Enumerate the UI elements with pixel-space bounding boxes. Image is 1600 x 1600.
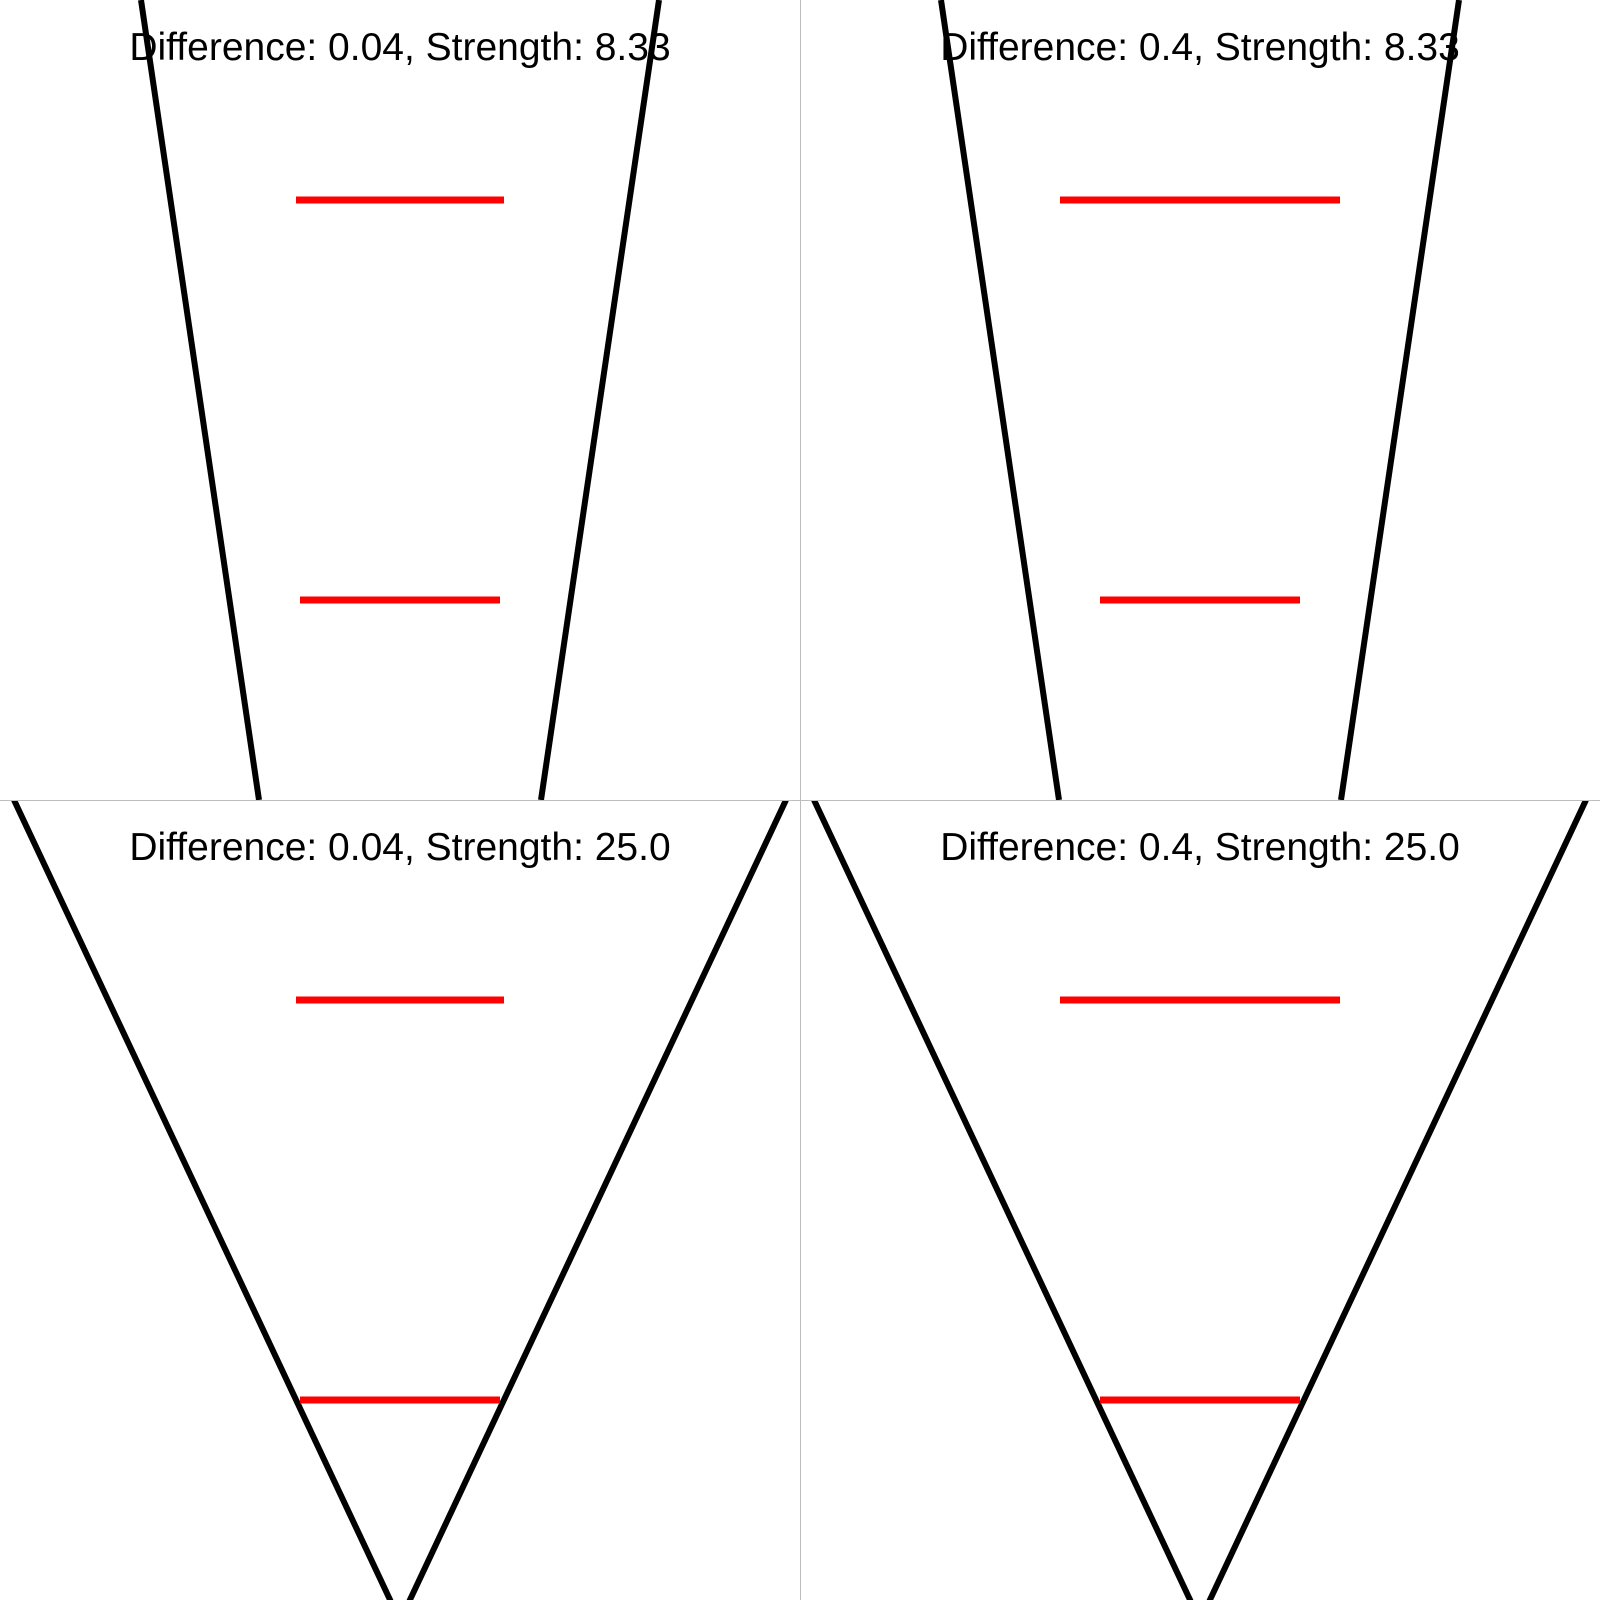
right-boundary-line (406, 800, 789, 1600)
panel-figure (938, 0, 1462, 800)
panel-figure (138, 0, 662, 800)
right-boundary-line (538, 0, 662, 800)
left-boundary-line (11, 800, 394, 1600)
panel-figure (811, 800, 1589, 1600)
panel-difference-0.4-strength-25.0: Difference: 0.4, Strength: 25.0 (800, 800, 1600, 1600)
panel-difference-0.04-strength-25.0: Difference: 0.04, Strength: 25.0 (0, 800, 800, 1600)
right-boundary-line (1338, 0, 1462, 800)
left-boundary-line (811, 800, 1194, 1600)
panel-figure (11, 800, 789, 1600)
panel-difference-0.4-strength-8.33: Difference: 0.4, Strength: 8.33 (800, 0, 1600, 800)
horizontal-divider (0, 799, 1600, 801)
left-boundary-line (938, 0, 1062, 800)
right-boundary-line (1206, 800, 1589, 1600)
panel-difference-0.04-strength-8.33: Difference: 0.04, Strength: 8.33 (0, 0, 800, 800)
left-boundary-line (138, 0, 262, 800)
